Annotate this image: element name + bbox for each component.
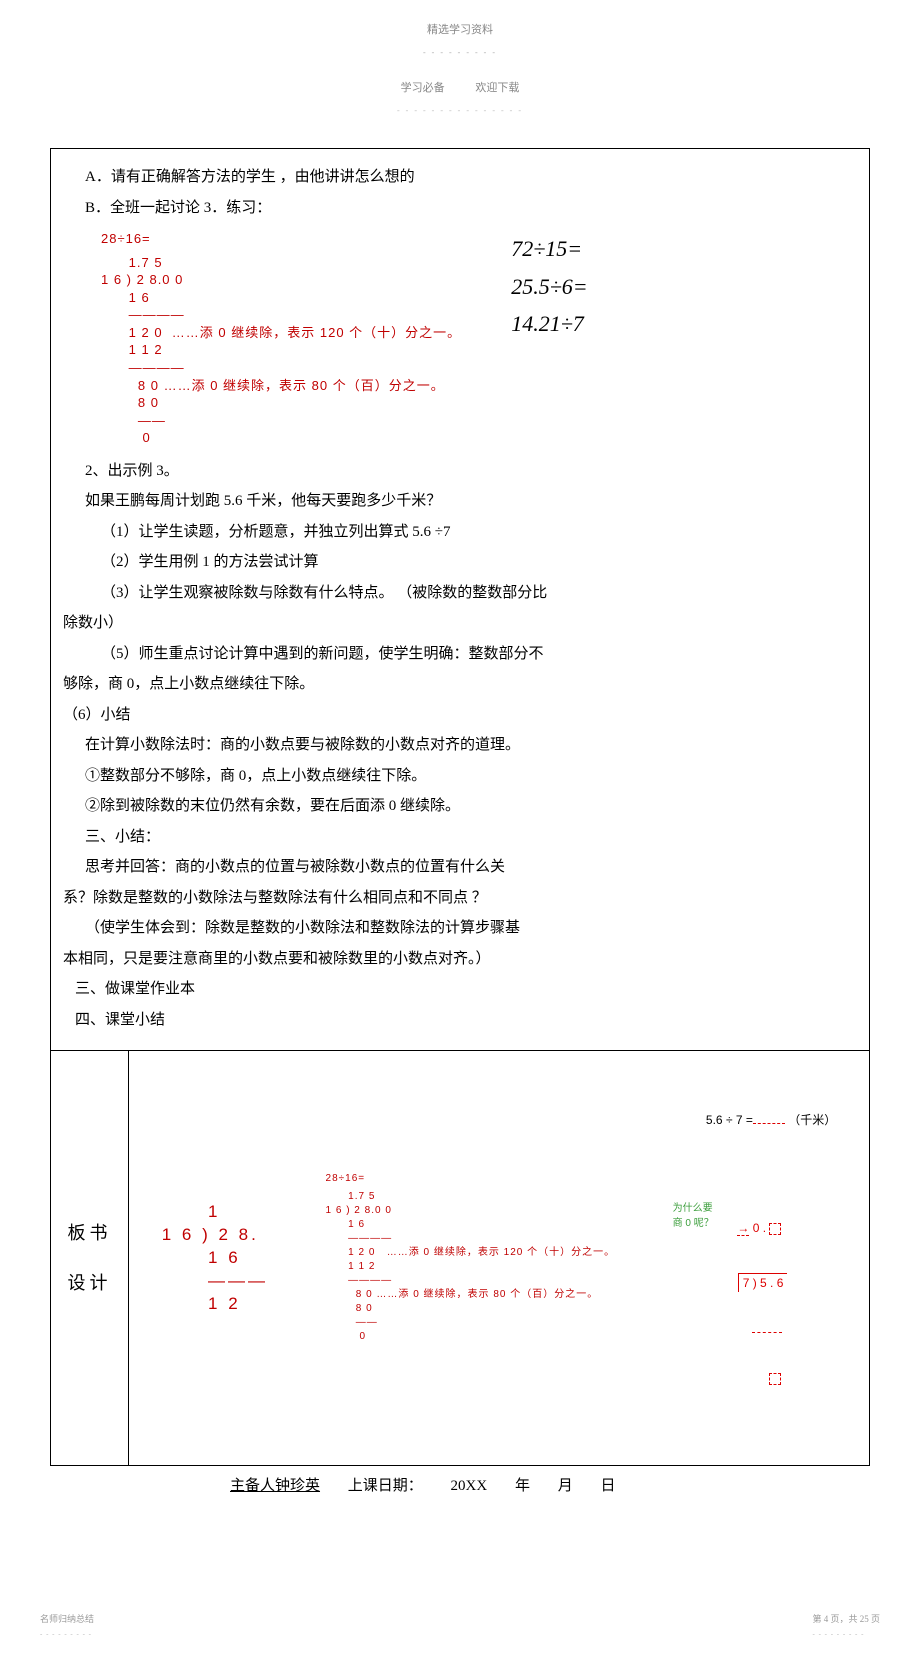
board-label-2: 设计 [68,1266,112,1300]
long-division-body: 1.7 5 1 6 ) 2 8.0 0 1 6 ———— 1 2 0 ……添 0… [101,254,461,447]
main-content: A．请有正确解答方法的学生 ，由他讲讲怎么想的 B．全班一起讨论 3．练习： 2… [51,149,869,1051]
top-dashes: - - - - - - - - - [30,45,890,60]
prepared-by: 主备人钟珍英 [230,1478,320,1494]
line-11: ②除到被除数的末位仍然有余数，要在后面添 0 继续除。 [57,792,863,821]
board-division-2: 28÷16= 1.7 5 1 6 ) 2 8.0 0 1 6 ———— 1 2 … [326,1172,616,1344]
line-2: 2、出示例 3。 [57,457,863,486]
top-labels: 学习必备 欢迎下载 [30,78,890,99]
board-label: 板书 设计 [51,1051,129,1465]
worked-example-area: 28÷16= 1.7 5 1 6 ) 2 8.0 0 1 6 ———— 1 2 … [57,224,863,457]
board-div2-body: 1.7 5 1 6 ) 2 8.0 0 1 6 ———— 1 2 0 ……添 0… [326,1190,616,1344]
line-13b: 系？除数是整数的小数除法与整数除法有什么相同点和不同点 ？ [57,884,863,913]
day: 日 [600,1478,615,1494]
footer-line: 主备人钟珍英 上课日期： 20XX 年 月 日 [50,1472,870,1501]
board-label-1: 板书 [68,1216,112,1250]
board-division-3: 5.6 ÷ 7 = （千米） 为什么要 商 0 呢？ → 0 . 7 ) 5 .… [673,1057,837,1459]
year-prefix: 20XX [451,1478,488,1494]
top-meta: 精选学习资料 [30,20,890,41]
work-header: 28÷16= [101,230,461,248]
problem-3: 14.21÷7 [511,305,587,342]
line-5: （2）学生用例 1 的方法尝试计算 [57,548,863,577]
line-12: 三、小结： [57,823,863,852]
line-7b: 够除，商 0，点上小数点继续往下除。 [57,670,863,699]
date-label: 上课日期： [348,1478,423,1494]
problem-2: 25.5÷6= [511,268,587,305]
label-right: 欢迎下载 [475,82,519,94]
line-6: （3）让学生观察被除数与除数有什么特点。 （被除数的整数部分比 [57,579,863,608]
line-a: A．请有正确解答方法的学生 ，由他讲讲怎么想的 [57,163,863,192]
board-div3-eq: 5.6 ÷ 7 = （千米） [673,1093,837,1147]
footer-left: 名师归纳总结 - - - - - - - - - [40,1611,94,1641]
line-b: B．全班一起讨论 3．练习： [57,194,863,223]
label-left: 学习必备 [401,82,445,94]
board-div2-header: 28÷16= [326,1172,616,1186]
top-dashes-2: - - - - - - - - - - - - - - - [30,103,890,118]
board-content: 1 1 6 ) 2 8. 1 6 ——— 1 2 28÷16= 1.7 5 1 … [129,1051,869,1465]
line-8: （6）小结 [57,701,863,730]
practice-problems: 72÷15= 25.5÷6= 14.21÷7 [511,230,587,342]
board-design-row: 板书 设计 1 1 6 ) 2 8. 1 6 ——— 1 2 28÷16= 1.… [51,1051,869,1465]
page-frame: A．请有正确解答方法的学生 ，由他讲讲怎么想的 B．全班一起讨论 3．练习： 2… [50,148,870,1466]
board-division-1: 1 1 6 ) 2 8. 1 6 ——— 1 2 [162,1201,268,1316]
long-division-1: 28÷16= 1.7 5 1 6 ) 2 8.0 0 1 6 ———— 1 2 … [101,230,461,447]
problem-1: 72÷15= [511,230,587,267]
line-15: 三、做课堂作业本 [57,975,863,1004]
line-4: （1）让学生读题，分析题意，并独立列出算式 5.6 ÷7 [57,518,863,547]
year: 年 [515,1478,530,1494]
line-13: 思考并回答：商的小数点的位置与被除数小数点的位置有什么关 [57,853,863,882]
footer-right: 第 4 页，共 25 页 - - - - - - - - - [812,1611,880,1641]
board-div3-work: → 0 . 7 ) 5 . 6 [722,1183,788,1423]
board-question: 为什么要 商 0 呢？ [673,1201,714,1231]
line-9: 在计算小数除法时：商的小数点要与被除数的小数点对齐的道理。 [57,731,863,760]
line-16: 四、课堂小结 [57,1006,863,1035]
line-7: （5）师生重点讨论计算中遇到的新问题，使学生明确：整数部分不 [57,640,863,669]
line-14b: 本相同，只是要注意商里的小数点要和被除数里的小数点对齐。） [57,945,863,974]
page-footer: 名师归纳总结 - - - - - - - - - 第 4 页，共 25 页 - … [30,1611,890,1641]
line-3: 如果王鹏每周计划跑 5.6 千米，他每天要跑多少千米？ [57,487,863,516]
line-10: ①整数部分不够除，商 0，点上小数点继续往下除。 [57,762,863,791]
month: 月 [558,1478,573,1494]
line-14: （使学生体会到：除数是整数的小数除法和整数除法的计算步骤基 [57,914,863,943]
line-6b: 除数小） [57,609,863,638]
